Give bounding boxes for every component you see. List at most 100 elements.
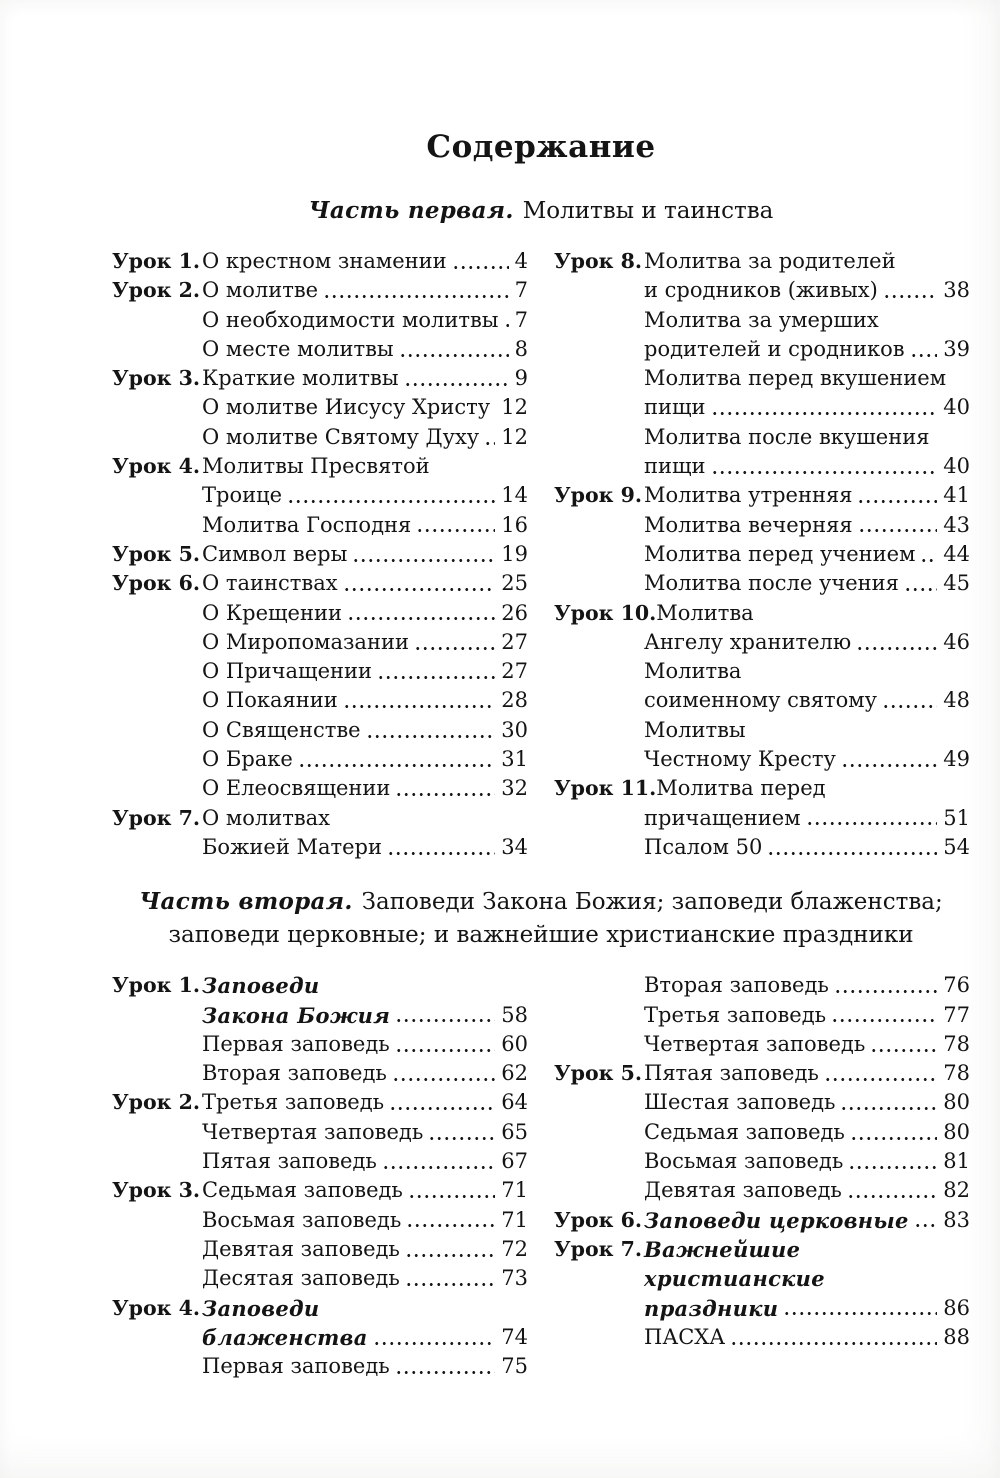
page-number: 32 [501,776,528,801]
page-number: 60 [501,1031,528,1056]
page-number: 73 [501,1266,528,1291]
toc-row: О молитве Святому Духу 12 [112,422,528,453]
lesson-label [554,306,644,335]
dot-leader [352,539,496,570]
lesson-label: Урок 2. [112,278,200,303]
dot-leader [394,1029,496,1060]
dot-leader [387,832,496,863]
toc-row: Молитва перед вкушением [554,364,970,393]
dot-leader [389,1088,496,1118]
lesson-label: Урок 2. [112,1090,200,1115]
toc-row: О Священстве 30 [112,715,528,746]
dot-leader [406,1205,496,1235]
page-number: 12 [501,395,528,420]
dot-leader [881,686,938,716]
toc-row: Троице 14 [112,481,528,511]
dot-leader [503,305,509,335]
entry-title: О молитвах [202,805,331,830]
dot-leader [903,569,938,599]
lesson-label [554,833,644,862]
entry-title: пищи [644,454,706,479]
part1-title: Молитвы и таинства [522,198,774,224]
entry-title: О Крещении [202,600,342,625]
entry-title: Божией Матери [202,834,382,859]
toc-row: О Браке 31 [112,745,528,775]
dot-leader [823,1059,938,1089]
toc-row: Урок 5. Символ веры 19 [112,539,528,570]
lesson-label: Урок 11. [554,776,657,801]
entry-title: О месте молитвы [202,336,394,361]
toc-row: Девятая заповедь 82 [554,1176,970,1206]
lesson-label [554,393,644,422]
dot-leader [428,1117,496,1148]
toc-row: Четвертая заповедь 65 [112,1117,528,1148]
part2-column-right: Вторая заповедь 76 Третья заповедь 77 Четвер… [554,971,970,1381]
page-number: 64 [501,1090,528,1115]
dot-leader [730,1322,938,1353]
entry-title: Молитва перед учением [644,541,916,566]
part2-label: Часть вторая. [139,888,353,916]
page-number: 83 [943,1207,970,1232]
page-number: 58 [501,1002,528,1027]
page-number: 71 [501,1207,528,1232]
page-number: 31 [501,747,528,772]
page-number: 46 [943,629,970,654]
toc-row: О Причащении 27 [112,657,528,687]
entry-title: Молитва вечерняя [644,512,853,537]
toc-row: Божией Матери 34 [112,832,528,863]
lesson-label: Урок 7. [112,805,200,830]
entry-title: О Браке [202,747,293,772]
lesson-label [554,1176,644,1205]
part1-column-left: Урок 1. О крестном знамении 4 Урок 2. О моли… [112,247,528,863]
entry-title: Молитва за умерших [644,307,879,332]
toc-row: Восьмая заповедь 81 [554,1147,970,1177]
dot-leader [840,745,938,775]
toc-row: пищи 40 [554,393,970,423]
toc-row: Урок 1. О крестном знамении 4 [112,247,528,277]
toc-row: Молитва после вкушения [554,423,970,452]
toc-row: Урок 2. О молитве 7 [112,276,528,306]
entry-title: Молитва за родителей [644,249,896,273]
dot-leader [848,1147,938,1177]
page-number: 45 [943,571,970,596]
toc-row: Молитва Господня 16 [112,510,528,540]
entry-title: Ангелу хранителю [644,629,852,654]
page-number: 4 [514,249,528,273]
part2-columns: Урок 1. Заповеди Закона Божия 58 Первая запо… [112,971,970,1382]
lesson-label [112,774,202,803]
entry-title: Заповеди [202,973,320,999]
page-number: 74 [501,1324,528,1349]
toc-row: О Крещении 26 [112,598,528,628]
entry-title: О крестном знамении [202,249,447,273]
lesson-label [554,1264,644,1293]
page-number: 48 [943,688,970,713]
page-number: 7 [514,278,528,303]
toc-row: Урок 3. Седьмая заповедь 71 [112,1176,528,1206]
page-number: 14 [501,483,528,508]
toc-row: Урок 7. О молитвах [112,804,528,833]
lesson-label: Урок 3. [112,366,200,391]
entry-title: О Покаянии [202,688,338,713]
entry-title: Молитва после вкушения [644,424,930,449]
lesson-label [112,599,202,628]
dot-leader [398,334,509,365]
dot-leader [920,539,938,570]
toc-row: Молитва после учения 45 [554,569,970,599]
part1-columns: Урок 1. О крестном знамении 4 Урок 2. О моли… [112,247,970,863]
lesson-label [554,1030,644,1059]
entry-title: и сродников (живых) [644,278,878,303]
dot-leader [297,745,496,775]
part2-title-line1: Заповеди Закона Божия; заповеди блаженст… [361,889,943,916]
lesson-label [554,1118,644,1147]
entry-title: Вторая заповедь [202,1061,387,1086]
dot-leader [407,1176,496,1206]
dot-leader [391,1059,496,1089]
entry-title: Первая заповедь [202,1031,390,1056]
lesson-label [112,1264,202,1293]
lesson-label: Урок 1. [112,249,200,273]
page-number: 40 [943,395,970,420]
lesson-label [554,364,644,393]
toc-row: праздники 86 [554,1293,970,1323]
page-title: Содержание [426,129,656,165]
dot-leader [372,1322,496,1353]
